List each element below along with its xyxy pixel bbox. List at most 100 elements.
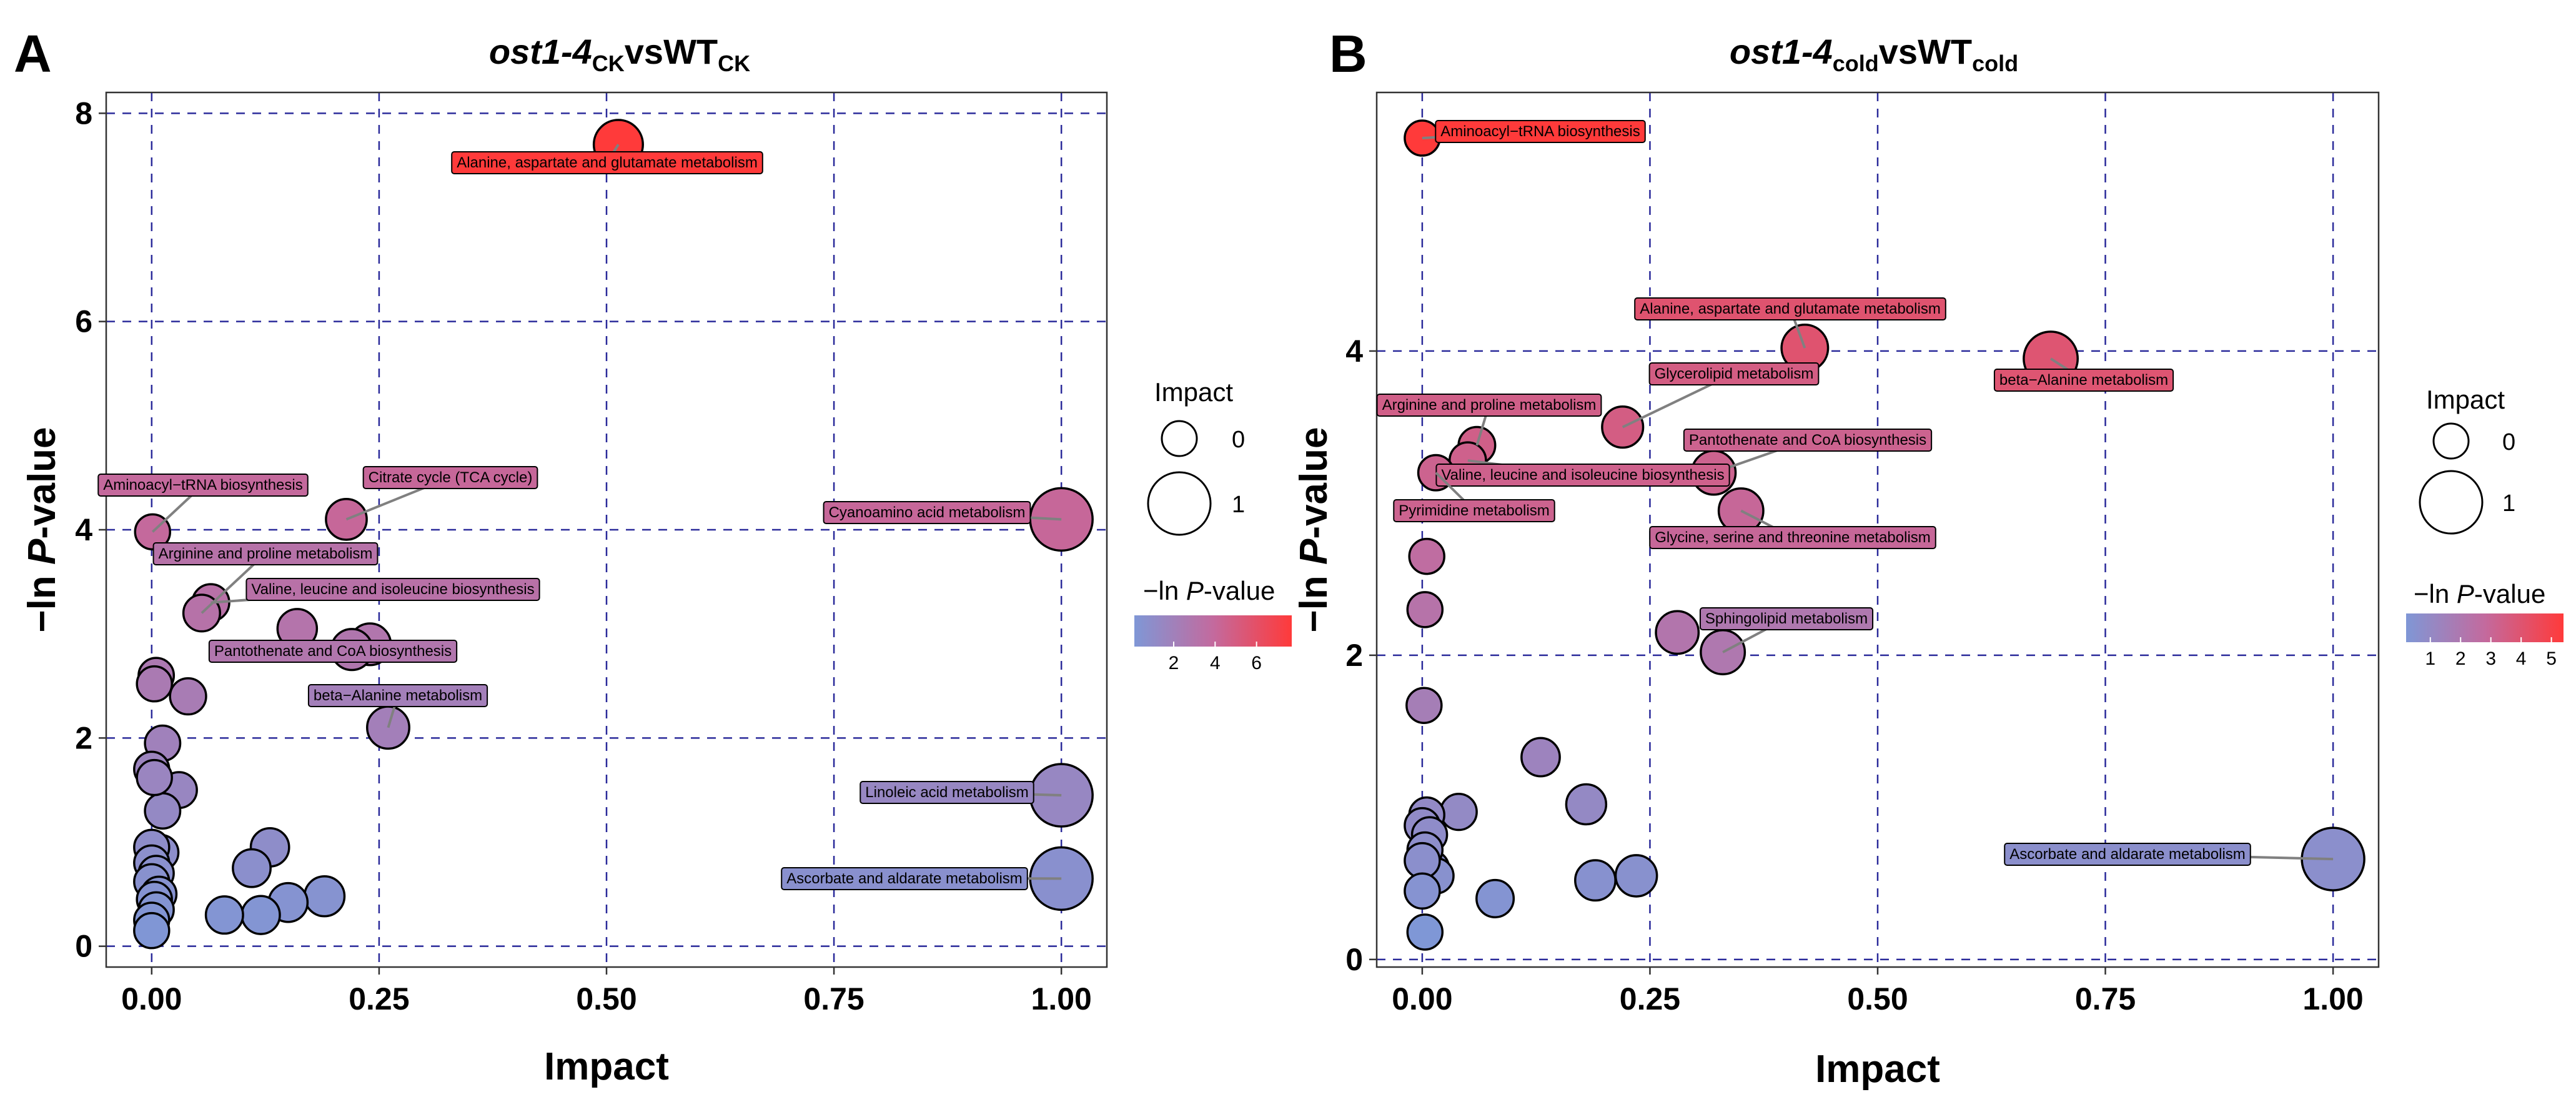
panel-b-y-label-italic: P — [1292, 539, 1335, 565]
panel-a-title-mid: vsWT — [625, 32, 718, 71]
panel-b: B ost1-4coldvsWTcold 0.00 0.25 0.50 0.75 1.0… — [1292, 24, 2564, 1091]
panel-a-ticks: 0.00 0.25 0.50 0.75 1.00 0 2 4 6 8 — [75, 96, 1092, 1016]
colorbar-tick-label: 3 — [2485, 648, 2496, 669]
point-label-text: Ascorbate and aldarate metabolism — [786, 870, 1023, 887]
point-label-text: Pantothenate and CoA biosynthesis — [214, 643, 452, 660]
point-label: beta−Alanine metabolism — [307, 684, 488, 707]
y-tick-label: 2 — [1345, 638, 1363, 673]
panel-a-size-legend-entry-1: 1 — [1232, 492, 1245, 518]
point-label: Aminoacyl−tRNA biosynthesis — [97, 474, 309, 497]
data-point — [303, 875, 346, 918]
data-point — [133, 911, 171, 950]
point-label: beta−Alanine metabolism — [1993, 369, 2174, 392]
size-legend-large-circle — [2419, 470, 2484, 535]
point-label: Linoleic acid metabolism — [859, 781, 1034, 804]
point-label-box — [1993, 369, 2174, 392]
data-point — [1408, 537, 1445, 575]
point-label-box — [97, 474, 309, 497]
point-label-box — [208, 640, 458, 663]
panel-b-size-legend-entry-0: 0 — [2502, 429, 2515, 455]
data-point — [136, 758, 173, 797]
point-label: Alanine, aspartate and glutamate metabol… — [1634, 297, 1946, 320]
panel-b-grid — [1377, 92, 2379, 967]
point-label-text: Sphingolipid metabolism — [1705, 610, 1868, 627]
panel-b-title-main: ost1-4 — [1730, 32, 1833, 71]
point-label-box — [823, 501, 1031, 524]
point-label-text: Ascorbate and aldarate metabolism — [2009, 846, 2246, 863]
data-point — [1520, 737, 1561, 778]
point-label-text: Pyrimidine metabolism — [1399, 502, 1549, 519]
point-label-text: Aminoacyl−tRNA biosynthesis — [103, 477, 302, 494]
point-label-text: Alanine, aspartate and glutamate metabol… — [1640, 300, 1941, 317]
point-label: Aminoacyl−tRNA biosynthesis — [1435, 120, 1646, 143]
point-label-box — [1634, 297, 1946, 320]
x-tick-label: 1.00 — [2302, 981, 2363, 1016]
panel-b-title-sub2: cold — [1972, 51, 2018, 76]
point-label-box — [362, 466, 538, 489]
point-label-box — [1699, 607, 1874, 630]
colorbar-tick-label: 5 — [2546, 648, 2557, 669]
point-label-box — [1649, 526, 1936, 549]
x-tick-label: 0.25 — [349, 981, 409, 1016]
data-point — [366, 705, 410, 750]
size-legend-large-circle — [1147, 471, 1212, 536]
colorbar-tick-label: 6 — [1251, 653, 1262, 673]
data-point — [144, 792, 182, 830]
x-tick-label: 0.25 — [1620, 981, 1680, 1016]
point-label: Citrate cycle (TCA cycle) — [362, 466, 538, 489]
y-tick-label: 6 — [75, 304, 92, 339]
data-point — [136, 665, 173, 703]
point-label: Ascorbate and aldarate metabolism — [2004, 843, 2251, 866]
point-label-text: Valine, leucine and isoleucine biosynthe… — [251, 581, 534, 598]
colorbar-tick-label: 1 — [2425, 648, 2435, 669]
point-label-text: Linoleic acid metabolism — [865, 784, 1028, 801]
point-label-box — [307, 684, 488, 707]
point-label: Valine, leucine and isoleucine biosynthe… — [245, 578, 540, 601]
panel-letter-a: A — [14, 24, 52, 83]
y-tick-label: 0 — [75, 929, 92, 964]
point-label-box — [152, 542, 379, 565]
data-point — [1439, 793, 1478, 831]
data-point — [1565, 783, 1608, 826]
point-label-box — [2004, 843, 2251, 866]
data-point — [1475, 878, 1515, 918]
point-label: Alanine, aspartate and glutamate metabol… — [451, 151, 763, 174]
point-label-box — [859, 781, 1034, 804]
panel-a-color-legend-suffix: -value — [1204, 576, 1275, 605]
x-tick-label: 0.75 — [803, 981, 864, 1016]
panel-b-color-legend-prefix: −ln — [2414, 579, 2457, 608]
panel-a-y-label-prefix: −ln — [21, 565, 64, 633]
colorbar-tick-label: 2 — [2455, 648, 2466, 669]
point-label: Valine, leucine and isoleucine biosynthe… — [1435, 464, 1730, 487]
panel-a-color-legend-title: −ln P-value — [1143, 576, 1275, 605]
data-point — [1406, 913, 1444, 951]
panel-b-marks: Aminoacyl−tRNA biosynthesis Alanine, aspa… — [1376, 119, 2365, 951]
y-tick-label: 0 — [1345, 942, 1363, 977]
panel-a-color-legend-prefix: −ln — [1143, 576, 1186, 605]
point-label-text: Glycerolipid metabolism — [1655, 365, 1814, 382]
point-label-box — [1683, 429, 1933, 452]
point-label-text: beta−Alanine metabolism — [1999, 372, 2168, 389]
panel-a-size-legend: Impact 0 1 — [1147, 377, 1245, 536]
x-tick-label: 0.50 — [1847, 981, 1908, 1016]
panel-a-color-legend-italic: P — [1186, 576, 1204, 605]
point-label-box — [245, 578, 540, 601]
panel-a-size-legend-entry-0: 0 — [1232, 427, 1245, 453]
point-label: Ascorbate and aldarate metabolism — [781, 867, 1028, 890]
point-label-text: Glycine, serine and threonine metabolism — [1655, 529, 1931, 546]
x-tick-label: 0.75 — [2075, 981, 2136, 1016]
point-label-box — [1435, 120, 1646, 143]
panel-a-marks: Alanine, aspartate and glutamate metabol… — [97, 119, 1094, 950]
panel-b-title: ost1-4coldvsWTcold — [1730, 32, 2018, 76]
panel-b-title-mid: vsWT — [1879, 32, 1972, 71]
colorbar-tick-label: 4 — [2516, 648, 2527, 669]
point-label-box — [781, 867, 1028, 890]
panel-a-title: ost1-4CKvsWTCK — [489, 32, 750, 76]
panel-b-colorbar — [2406, 613, 2564, 642]
point-label-text: Valine, leucine and isoleucine biosynthe… — [1441, 467, 1724, 484]
panel-a-x-axis-label: Impact — [544, 1045, 669, 1088]
colorbar-tick-label: 4 — [1210, 653, 1221, 673]
data-point — [169, 677, 207, 716]
